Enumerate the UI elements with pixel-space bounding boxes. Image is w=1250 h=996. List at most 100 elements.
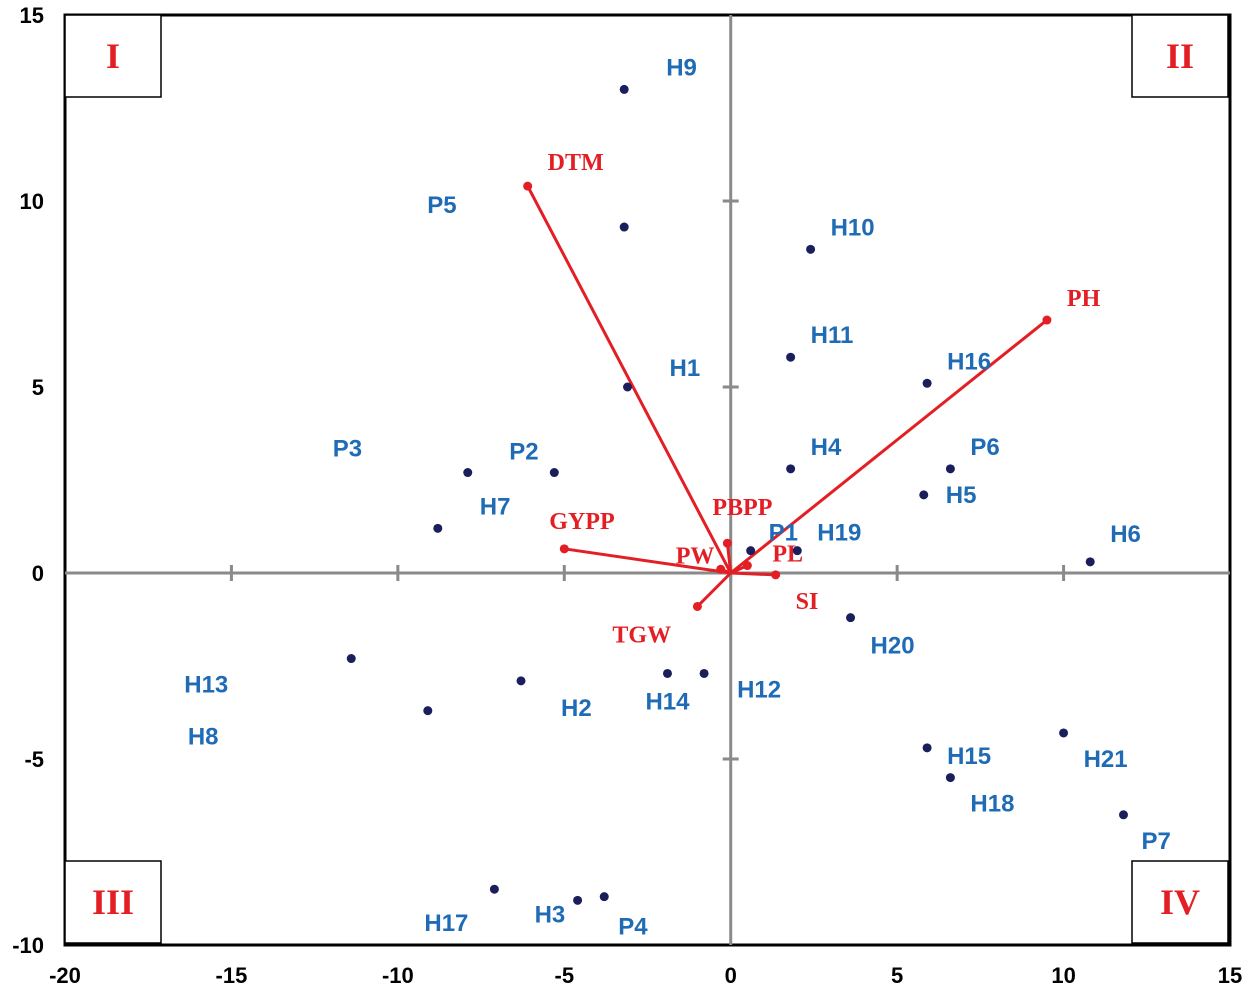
point-h3: H3 xyxy=(535,895,583,928)
point-marker xyxy=(919,490,929,500)
vector-line xyxy=(696,571,732,608)
point-p5: P5 xyxy=(427,192,629,232)
point-marker xyxy=(1085,557,1095,567)
point-label: P3 xyxy=(333,436,362,463)
point-label: P7 xyxy=(1141,828,1170,855)
point-h15: H15 xyxy=(922,743,991,770)
vector-line xyxy=(730,571,776,577)
point-label: H4 xyxy=(811,434,842,461)
vector-ph: PH xyxy=(729,286,1101,575)
vector-label: TGW xyxy=(612,622,671,648)
vector-line xyxy=(725,543,733,574)
point-h7: H7 xyxy=(433,493,510,533)
vector-line xyxy=(729,318,1048,575)
vector-tip xyxy=(771,570,781,580)
point-label: H6 xyxy=(1110,521,1141,548)
vector-pw: PW xyxy=(676,543,732,575)
point-p4: P4 xyxy=(599,892,648,941)
point-marker xyxy=(1059,728,1069,738)
point-marker xyxy=(922,378,932,388)
vector-gypp: GYPP xyxy=(549,509,731,575)
point-h19: H19 xyxy=(792,520,861,556)
point-marker xyxy=(806,244,816,254)
point-h5: H5 xyxy=(919,482,976,509)
point-label: H8 xyxy=(188,724,219,751)
point-marker xyxy=(699,668,709,678)
x-tick-label: 15 xyxy=(1218,963,1242,988)
point-marker xyxy=(619,222,629,232)
point-label: H14 xyxy=(645,688,690,715)
point-h4: H4 xyxy=(786,434,842,474)
point-label: H1 xyxy=(670,355,701,382)
point-label: H7 xyxy=(480,493,511,520)
point-marker xyxy=(573,895,583,905)
plot-frame xyxy=(63,13,1232,947)
point-label: P5 xyxy=(427,192,456,219)
point-label: H21 xyxy=(1084,746,1128,773)
point-marker xyxy=(346,654,356,664)
vector-label: PH xyxy=(1067,286,1101,312)
point-label: P1 xyxy=(769,520,798,547)
y-tick-label: -10 xyxy=(12,933,44,958)
quadrant-III: III xyxy=(64,860,162,944)
point-label: H9 xyxy=(666,54,697,81)
quadrant-label: II xyxy=(1166,36,1194,76)
point-h12: H12 xyxy=(699,668,781,703)
y-tick-label: 15 xyxy=(20,3,44,28)
x-tick-label: -20 xyxy=(49,963,81,988)
point-label: H13 xyxy=(184,672,228,699)
vector-label: PW xyxy=(676,543,715,569)
point-h6: H6 xyxy=(1085,521,1141,567)
point-marker xyxy=(786,352,796,362)
point-marker xyxy=(433,523,443,533)
point-marker xyxy=(662,668,672,678)
quadrant-II: II xyxy=(1131,14,1229,98)
y-tick-label: 5 xyxy=(32,375,44,400)
point-h2: H2 xyxy=(516,676,592,722)
vector-label: GYPP xyxy=(549,509,614,535)
x-tick-label: 0 xyxy=(725,963,737,988)
quadrant-box xyxy=(1131,860,1229,944)
vector-tip xyxy=(722,538,732,548)
point-p2: P2 xyxy=(509,439,559,478)
vector-tgw: TGW xyxy=(612,571,732,648)
x-tick-label: -15 xyxy=(216,963,248,988)
point-marker xyxy=(489,884,499,894)
point-label: H3 xyxy=(535,901,566,928)
vector-si: SI xyxy=(730,570,818,615)
x-tick-label: 10 xyxy=(1051,963,1075,988)
point-label: H2 xyxy=(561,695,592,722)
vector-tip xyxy=(742,561,752,571)
point-marker xyxy=(746,546,756,556)
point-h21: H21 xyxy=(1059,728,1128,773)
point-label: H20 xyxy=(871,633,915,660)
quadrant-label: III xyxy=(92,882,134,922)
quadrant-box xyxy=(64,860,162,944)
point-label: H12 xyxy=(737,676,781,703)
point-h10: H10 xyxy=(806,214,875,254)
point-h9: H9 xyxy=(619,54,697,94)
point-marker xyxy=(945,773,955,783)
point-p3: P3 xyxy=(333,436,473,478)
zero-axes xyxy=(65,15,1230,945)
point-h17: H17 xyxy=(424,884,499,937)
point-marker xyxy=(549,468,559,478)
point-marker xyxy=(599,892,609,902)
point-marker xyxy=(922,743,932,753)
quadrant-box xyxy=(64,14,162,98)
vector-pbpp: PBPP xyxy=(712,495,772,574)
y-tick-label: -5 xyxy=(24,747,44,772)
point-marker xyxy=(619,84,629,94)
vector-tip xyxy=(692,601,702,611)
point-label: H19 xyxy=(817,520,861,547)
point-marker xyxy=(423,706,433,716)
point-p1: P1 xyxy=(746,520,798,556)
vector-dtm: DTM xyxy=(523,150,733,574)
quadrant-I: I xyxy=(64,14,162,98)
point-label: H15 xyxy=(947,743,991,770)
genotype-points: H9 P5 H10 H11 H1 H16 H4 P6 H5 P2 P3 H7 P1 H19 H6 H20 H12… xyxy=(184,54,1171,940)
quadrant-IV: IV xyxy=(1131,860,1229,944)
